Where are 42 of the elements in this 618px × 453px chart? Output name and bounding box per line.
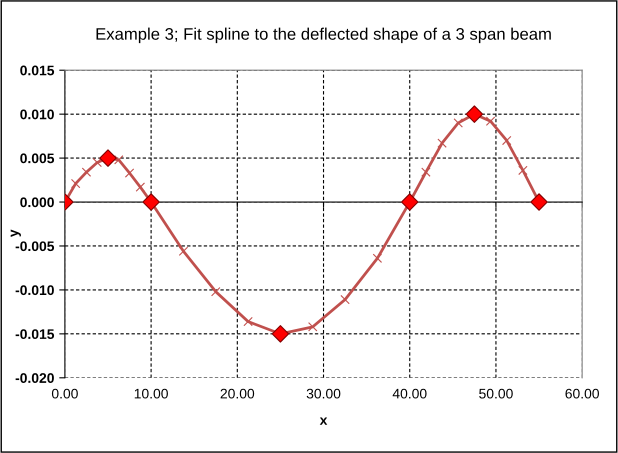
- point: [454, 118, 463, 128]
- x-tick-label: 30.00: [306, 388, 340, 399]
- point: [308, 322, 318, 332]
- point: [466, 105, 484, 123]
- y-tick-label: 0.010: [20, 109, 54, 120]
- x-tick-label: 0.00: [52, 388, 78, 399]
- x-tick-label: 50.00: [479, 388, 513, 399]
- y-tick-label: -0.005: [16, 241, 54, 252]
- point: [243, 316, 253, 326]
- point: [124, 168, 134, 178]
- point: [437, 138, 447, 148]
- y-tick-label: 0.005: [20, 153, 54, 164]
- point: [502, 136, 512, 146]
- x-tick-label: 10.00: [134, 388, 168, 399]
- point: [272, 325, 290, 343]
- point: [178, 246, 188, 256]
- point: [136, 182, 146, 192]
- chart-title: Example 3; Fit spline to the deflected shape of a 3 span beam: [96, 28, 551, 44]
- point: [421, 167, 431, 177]
- point: [99, 149, 117, 167]
- x-tick-label: 20.00: [220, 388, 254, 399]
- x-tick-label: 60.00: [565, 388, 599, 399]
- point: [486, 116, 496, 126]
- y-tick-label: 0.015: [20, 66, 54, 76]
- point: [518, 166, 528, 176]
- point: [340, 294, 350, 304]
- point: [114, 155, 124, 165]
- x-tick-label: 40.00: [392, 388, 427, 399]
- y-axis-title: y: [10, 229, 21, 237]
- point: [82, 167, 92, 177]
- y-tick-label: -0.020: [16, 373, 54, 383]
- point: [530, 193, 548, 211]
- point: [372, 254, 382, 264]
- point: [70, 178, 80, 188]
- y-tick-label: -0.015: [16, 329, 54, 340]
- y-tick-label: -0.010: [16, 285, 54, 296]
- y-tick-label: 0.000: [20, 197, 54, 208]
- point: [142, 193, 160, 211]
- point: [92, 158, 102, 168]
- x-axis-title: x: [320, 417, 328, 425]
- point: [211, 286, 220, 296]
- point: [400, 193, 419, 211]
